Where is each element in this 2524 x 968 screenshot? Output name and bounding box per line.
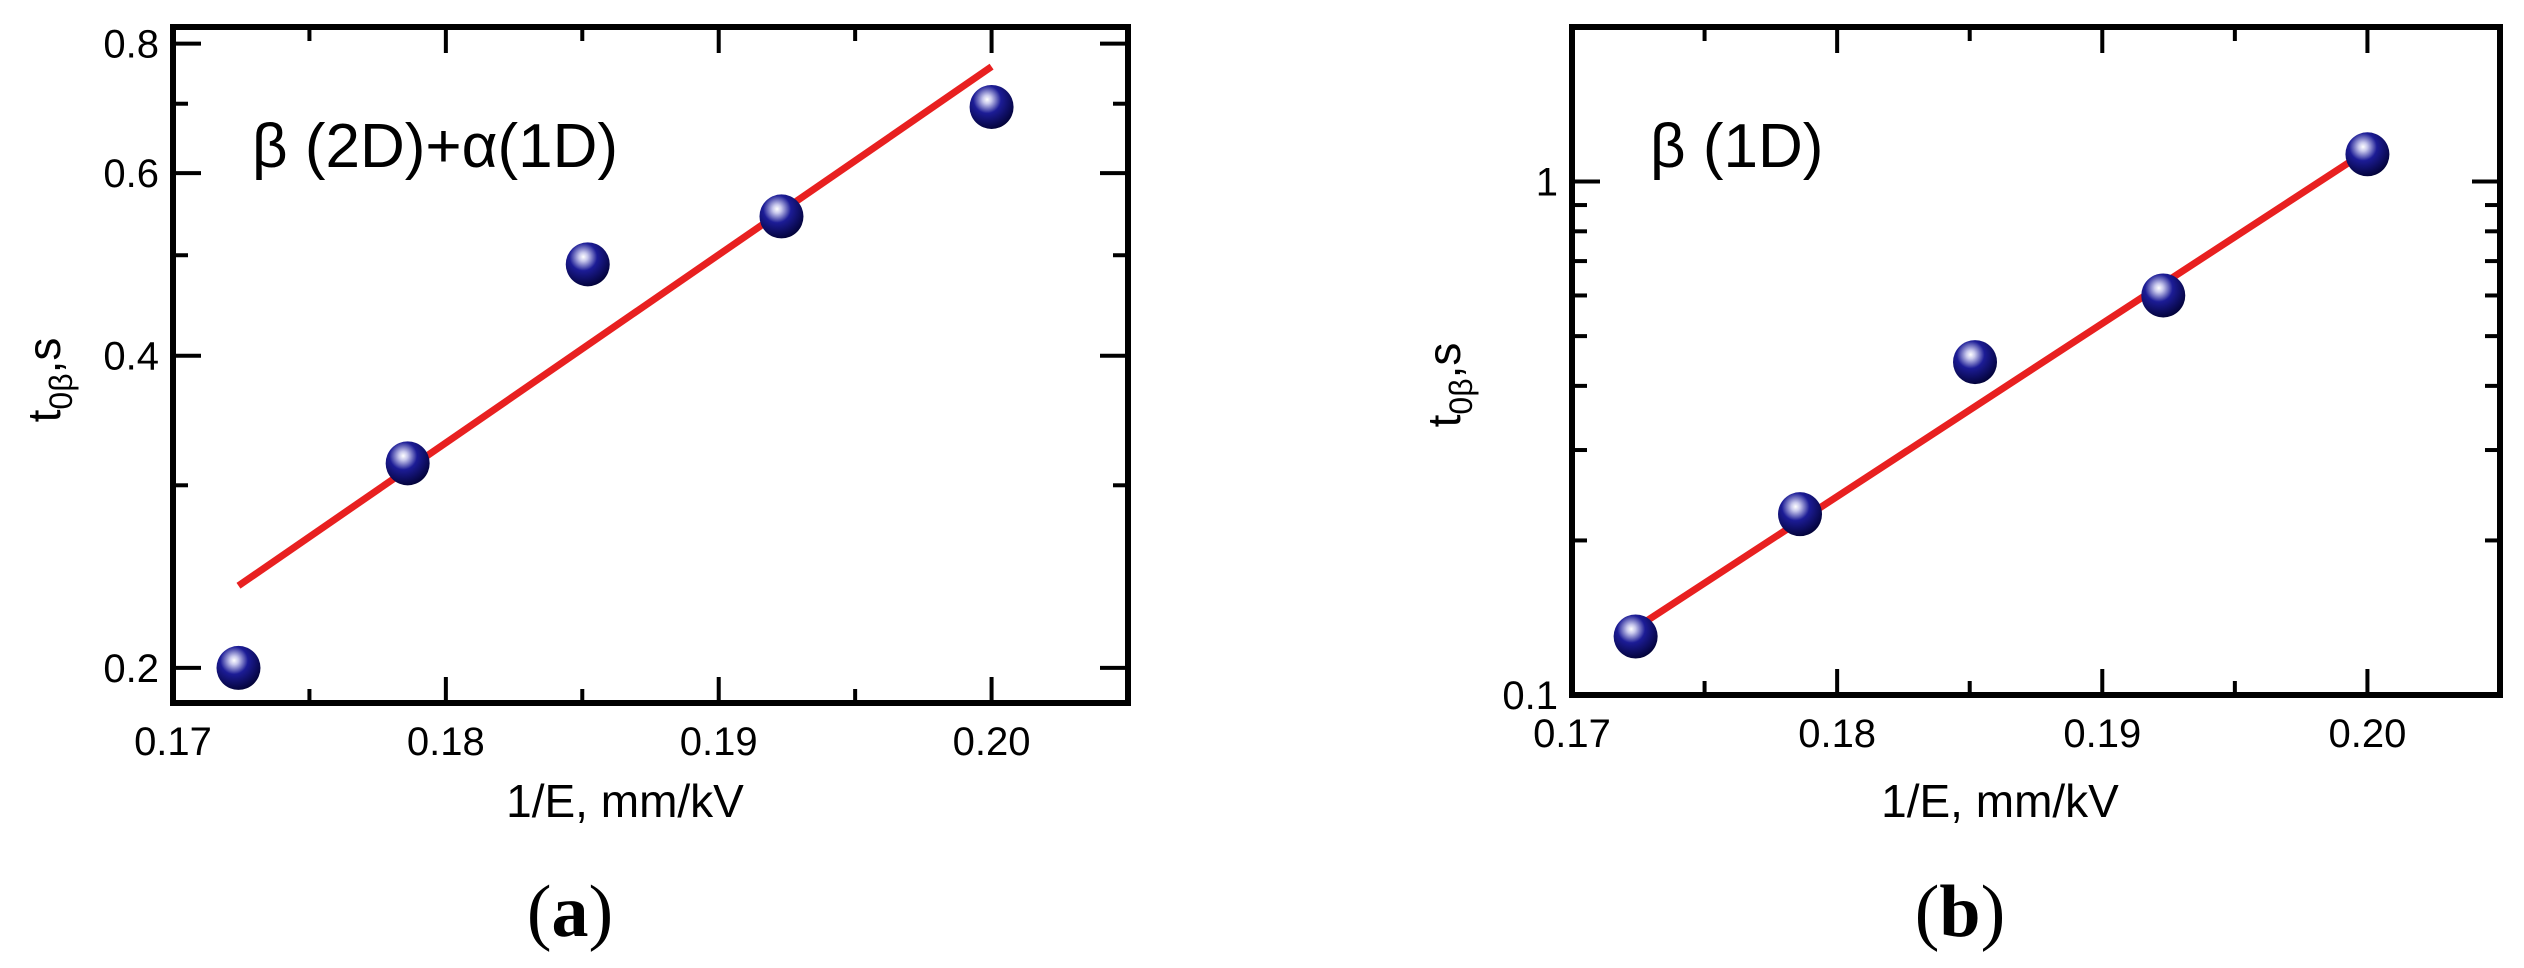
plot-frame-a bbox=[170, 24, 1131, 706]
y-tick-label-a: 0.4 bbox=[103, 335, 159, 379]
chart-panel-a: β (2D)+α(1D) 1/E, mm/kV t0β,s (a) 0.17 0.… bbox=[18, 23, 1131, 953]
y-axis-label-sub-a: 0β bbox=[43, 373, 79, 409]
y-axis-label-a: t0β,s bbox=[18, 338, 79, 423]
data-point-a bbox=[565, 242, 610, 287]
y-tick-label-a: 0.6 bbox=[103, 152, 159, 196]
x-axis-label-a: 1/E, mm/kV bbox=[506, 775, 744, 827]
x-tick-label-b: 0.19 bbox=[2063, 712, 2141, 756]
annotation-b: β (1D) bbox=[1650, 112, 1823, 181]
data-point-a bbox=[216, 645, 261, 690]
data-point-a bbox=[385, 441, 430, 486]
panel-label-b-close: ) bbox=[1981, 871, 2006, 953]
x-tick-label-b: 0.17 bbox=[1533, 712, 1611, 756]
x-tick-label-b: 0.20 bbox=[2328, 712, 2406, 756]
y-axis-label-tail-a: ,s bbox=[18, 338, 70, 374]
y-axis-label-b: t0β,s bbox=[1418, 343, 1479, 428]
y-tick-label-b: 1 bbox=[1536, 161, 1558, 205]
data-point-b bbox=[1953, 340, 1998, 385]
x-axis-label-b: 1/E, mm/kV bbox=[1881, 775, 2119, 827]
chart-panel-b: β (1D) 1/E, mm/kV t0β,s (b) 0.17 0.18 0.19… bbox=[1418, 24, 2503, 953]
x-tick-label-a: 0.20 bbox=[953, 720, 1031, 764]
annotation-a: β (2D)+α(1D) bbox=[252, 112, 618, 181]
data-point-b bbox=[2345, 132, 2390, 177]
panel-label-a-letter: a bbox=[552, 871, 589, 953]
x-tick-label-a: 0.17 bbox=[134, 720, 212, 764]
fit-line-b bbox=[1633, 147, 2370, 632]
data-point-a bbox=[759, 194, 804, 239]
y-axis-label-sub-b: 0β bbox=[1443, 378, 1479, 414]
data-point-a bbox=[969, 84, 1014, 129]
y-axis-label-tail-b: ,s bbox=[1418, 343, 1470, 379]
x-tick-label-b: 0.18 bbox=[1798, 712, 1876, 756]
y-axis-label-main-a: t bbox=[18, 409, 70, 422]
y-tick-label-a: 0.8 bbox=[103, 23, 159, 67]
panel-label-b-letter: b bbox=[1939, 871, 1980, 953]
y-tick-label-b: 0.1 bbox=[1502, 674, 1558, 718]
data-point-b bbox=[1778, 492, 1823, 537]
x-tick-label-a: 0.19 bbox=[680, 720, 758, 764]
panel-label-a-close: ) bbox=[589, 871, 614, 953]
y-axis-label-main-b: t bbox=[1418, 414, 1470, 427]
panel-label-b: (b) bbox=[1915, 871, 2005, 953]
panel-label-b-open: ( bbox=[1915, 871, 1940, 953]
plot-frame-b bbox=[1569, 24, 2503, 698]
x-tick-label-a: 0.18 bbox=[407, 720, 485, 764]
data-point-b bbox=[1613, 614, 1658, 659]
fit-line-a bbox=[236, 63, 994, 589]
panel-label-a-open: ( bbox=[527, 871, 552, 953]
y-tick-label-a: 0.2 bbox=[103, 647, 159, 691]
data-point-b bbox=[2141, 273, 2186, 318]
panel-label-a: (a) bbox=[527, 871, 613, 953]
